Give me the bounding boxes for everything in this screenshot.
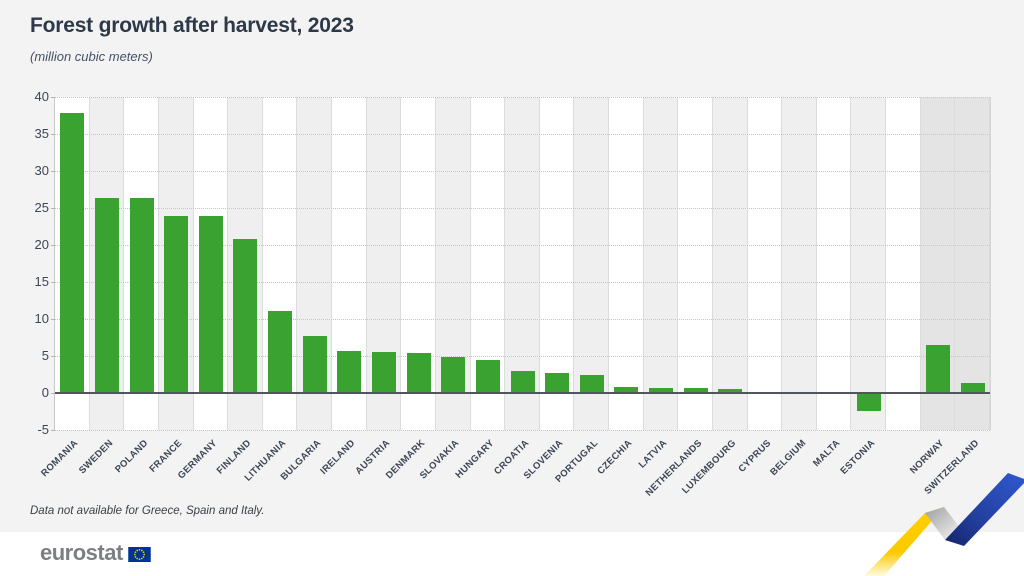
bar-luxembourg [718, 389, 743, 393]
bar-germany [198, 216, 223, 393]
chart-unit-label: (million cubic meters) [30, 49, 153, 64]
gridline--5 [55, 430, 990, 431]
gridline-15 [55, 282, 990, 283]
y-tick-mark [51, 393, 55, 394]
y-axis-label: 30 [34, 163, 49, 178]
bar-finland [233, 239, 258, 393]
column-stripe-czechia [609, 97, 644, 430]
bar-norway [926, 344, 951, 393]
bar-czechia [614, 387, 639, 393]
bar-croatia [510, 370, 535, 393]
bar-switzerland [960, 383, 985, 393]
page-title: Forest growth after harvest, 2023 [30, 14, 354, 37]
column-stripe-malta [816, 97, 852, 430]
eurostat-logo: eurostat [40, 540, 151, 566]
y-tick-mark [51, 97, 55, 98]
bar-lithuania [268, 310, 293, 393]
gridline-25 [55, 208, 990, 209]
bar-bulgaria [302, 336, 327, 393]
y-tick-mark [51, 356, 55, 357]
bar-romania [60, 112, 85, 393]
bar-france [164, 216, 189, 393]
y-tick-mark [51, 319, 55, 320]
bar-latvia [649, 387, 674, 393]
y-axis-label: -5 [37, 422, 49, 437]
y-tick-mark [51, 430, 55, 431]
eu-flag-stars [133, 548, 145, 560]
y-axis-label: 15 [34, 274, 49, 289]
column-stripe-netherlands [678, 97, 713, 430]
bar-slovakia [441, 356, 466, 393]
y-axis-label: 10 [34, 311, 49, 326]
gridline-20 [55, 245, 990, 246]
bar-sweden [94, 197, 119, 393]
eu-flag-icon [128, 546, 151, 562]
footnote: Data not available for Greece, Spain and… [30, 505, 265, 517]
y-tick-mark [51, 171, 55, 172]
eurostat-logo-text: eurostat [40, 540, 123, 565]
bar-austria [371, 351, 396, 393]
y-axis-label: 20 [34, 237, 49, 252]
column-stripe-belgium [782, 97, 817, 430]
gridline-30 [55, 171, 990, 172]
column-stripe [886, 97, 921, 430]
y-axis-label: 0 [41, 385, 49, 400]
bar-hungary [475, 360, 500, 393]
gridline-40 [55, 97, 990, 98]
bar-estonia [856, 393, 881, 411]
column-stripe-switzerland [955, 97, 990, 430]
bar-portugal [579, 374, 604, 393]
y-tick-mark [51, 208, 55, 209]
y-axis-label: 35 [34, 126, 49, 141]
column-stripe-latvia [643, 97, 679, 430]
gridline-35 [55, 134, 990, 135]
y-axis-label: 25 [34, 200, 49, 215]
footer-bar: eurostat [0, 532, 1024, 576]
bar-slovenia [545, 373, 570, 393]
y-tick-mark [51, 245, 55, 246]
column-stripe-cyprus [747, 97, 783, 430]
plot-area: 40 35 30 25 20 15 10 5 0 -5 ROMANIA SWEDEN POLAND FRA… [35, 89, 991, 499]
y-axis-label: 5 [41, 348, 49, 363]
y-axis-label: 40 [34, 89, 49, 104]
bar-ireland [337, 350, 362, 393]
zero-axis-line [55, 392, 990, 394]
y-tick-mark [51, 282, 55, 283]
gridline-10 [55, 319, 990, 320]
column-stripe-estonia [851, 97, 887, 430]
y-tick-mark [51, 134, 55, 135]
bar-netherlands [683, 387, 708, 393]
gridline-5 [55, 356, 990, 357]
column-stripe-luxembourg [712, 97, 748, 430]
bar-denmark [406, 353, 431, 393]
bar-poland [129, 198, 154, 393]
